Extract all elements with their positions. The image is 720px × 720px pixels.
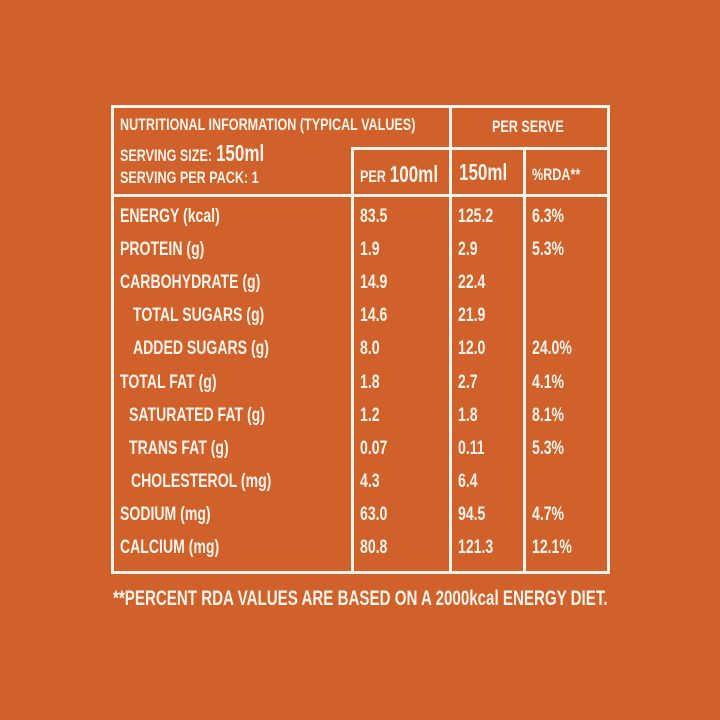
nutrient-label: TOTAL FAT (g) bbox=[120, 371, 217, 393]
serving-per-pack: SERVING PER PACK: 1 bbox=[120, 168, 259, 187]
value-per-100ml: 14.6 bbox=[360, 305, 388, 327]
value-rda: 12.1% bbox=[532, 537, 572, 558]
value-per-serve: 22.4 bbox=[458, 272, 486, 294]
value-per-serve: 94.5 bbox=[458, 503, 486, 525]
value-rda: 5.3% bbox=[532, 437, 565, 459]
border-right bbox=[607, 105, 610, 574]
value-per-serve: 125.2 bbox=[458, 206, 494, 227]
col-rda-header: %RDA** bbox=[532, 165, 581, 184]
value-per-serve: 0.11 bbox=[458, 437, 485, 459]
col-serve-header: 150ml bbox=[459, 159, 508, 185]
value-per-serve: 21.9 bbox=[458, 305, 486, 327]
col-per100-prefix: PER bbox=[360, 167, 386, 186]
nutrient-label: SODIUM (mg) bbox=[120, 503, 211, 525]
border-top bbox=[111, 105, 610, 108]
value-per-100ml: 8.0 bbox=[360, 338, 380, 360]
nutrient-label: SATURATED FAT (g) bbox=[129, 404, 265, 426]
nutrient-label: ADDED SUGARS (g) bbox=[133, 338, 269, 360]
nutrient-label: PROTEIN (g) bbox=[120, 239, 205, 261]
nutrient-label: CHOLESTEROL (mg) bbox=[131, 470, 272, 492]
value-per-100ml: 1.8 bbox=[360, 371, 380, 393]
divider-col1 bbox=[351, 148, 354, 574]
nutrient-label: TOTAL SUGARS (g) bbox=[133, 305, 265, 327]
border-bottom bbox=[111, 571, 610, 574]
table-title: NUTRITIONAL INFORMATION (TYPICAL VALUES) bbox=[120, 115, 416, 134]
value-per-100ml: 0.07 bbox=[360, 437, 388, 459]
value-rda: 24.0% bbox=[532, 338, 572, 360]
nutrient-label: TRANS FAT (g) bbox=[129, 437, 229, 459]
footnote: **PERCENT RDA VALUES ARE BASED ON A 2000… bbox=[113, 587, 608, 610]
value-per-100ml: 1.2 bbox=[360, 404, 380, 426]
divider-col3 bbox=[523, 148, 526, 574]
value-rda: 5.3% bbox=[532, 239, 565, 261]
value-per-serve: 12.0 bbox=[458, 338, 486, 360]
value-per-100ml: 4.3 bbox=[360, 470, 380, 492]
value-per-serve: 6.4 bbox=[458, 470, 478, 492]
value-rda: 4.1% bbox=[532, 371, 565, 393]
value-per-serve: 1.8 bbox=[458, 404, 478, 426]
value-per-serve: 121.3 bbox=[458, 537, 494, 558]
nutrient-label: ENERGY (kcal) bbox=[120, 206, 220, 227]
col-per100-header: PER 100ml bbox=[360, 163, 438, 188]
divider-col2 bbox=[449, 105, 452, 574]
serving-size: SERVING SIZE: 150ml bbox=[120, 142, 264, 167]
value-per-100ml: 63.0 bbox=[360, 503, 388, 525]
serving-size-value: 150ml bbox=[215, 140, 265, 166]
border-left bbox=[111, 105, 114, 574]
nutrient-label: CARBOHYDRATE (g) bbox=[120, 272, 261, 294]
divider-header bbox=[111, 194, 610, 197]
value-per-serve: 2.7 bbox=[458, 371, 478, 393]
col-per100-value: 100ml bbox=[389, 161, 439, 187]
nutrient-label: CALCIUM (mg) bbox=[120, 537, 220, 558]
divider-header-sub bbox=[351, 147, 610, 150]
value-rda: 4.7% bbox=[532, 503, 565, 525]
serving-size-label: SERVING SIZE: bbox=[120, 146, 213, 165]
per-serve-header: PER SERVE bbox=[492, 117, 564, 136]
value-per-100ml: 14.9 bbox=[360, 272, 388, 294]
value-per-100ml: 80.8 bbox=[360, 537, 388, 558]
value-per-serve: 2.9 bbox=[458, 239, 478, 261]
value-rda: 8.1% bbox=[532, 404, 565, 426]
value-per-100ml: 1.9 bbox=[360, 239, 380, 261]
value-per-100ml: 83.5 bbox=[360, 206, 388, 227]
value-rda: 6.3% bbox=[532, 206, 565, 227]
